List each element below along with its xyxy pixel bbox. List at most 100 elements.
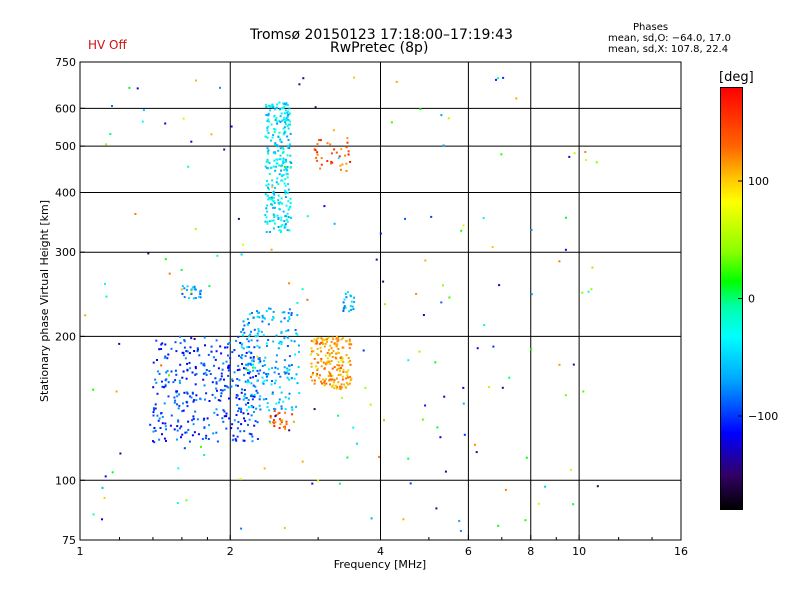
- data-point: [285, 168, 288, 171]
- data-point: [283, 131, 286, 134]
- data-point: [336, 340, 339, 343]
- data-point: [252, 356, 255, 359]
- data-point: [254, 366, 257, 369]
- data-point: [318, 374, 321, 377]
- data-point: [165, 428, 167, 431]
- data-point: [315, 156, 318, 159]
- data-point: [185, 391, 188, 394]
- data-point: [154, 378, 157, 381]
- data-point: [346, 141, 349, 144]
- data-point: [181, 351, 184, 354]
- data-point: [241, 354, 244, 357]
- data-point: [187, 420, 190, 423]
- data-point: [283, 165, 286, 168]
- phases-o-stats: mean, sd,O: −64.0, 17.0: [608, 33, 731, 44]
- data-point: [330, 374, 332, 377]
- data-point: [287, 188, 290, 191]
- data-point: [289, 160, 292, 163]
- data-point: [278, 401, 280, 404]
- data-point: [279, 423, 282, 426]
- data-point: [341, 396, 344, 399]
- data-point: [176, 429, 179, 432]
- data-point: [395, 80, 398, 83]
- data-point: [237, 421, 240, 423]
- data-point: [348, 340, 351, 343]
- data-point: [278, 342, 281, 345]
- data-point: [283, 337, 286, 340]
- data-point: [272, 421, 275, 424]
- data-point: [115, 390, 118, 393]
- data-point: [321, 339, 324, 342]
- data-point: [190, 140, 193, 143]
- data-point: [258, 346, 261, 349]
- data-point: [312, 340, 315, 343]
- data-point: [215, 382, 218, 385]
- data-point: [287, 139, 290, 141]
- data-point: [339, 388, 342, 391]
- data-point: [205, 434, 208, 437]
- data-point: [189, 440, 191, 443]
- data-point: [287, 110, 290, 113]
- data-point: [281, 179, 284, 182]
- data-point: [236, 427, 239, 430]
- data-point: [348, 382, 351, 385]
- data-point: [280, 107, 283, 110]
- data-point: [270, 196, 273, 199]
- data-point: [284, 372, 287, 375]
- data-point: [237, 217, 240, 220]
- data-point: [273, 159, 276, 162]
- data-point: [332, 129, 335, 132]
- data-point: [227, 343, 230, 346]
- data-point: [331, 152, 333, 155]
- data-point: [317, 353, 320, 356]
- data-point: [370, 517, 373, 520]
- data-point: [196, 350, 199, 353]
- data-point: [340, 386, 343, 389]
- data-point: [325, 378, 327, 381]
- data-point: [284, 223, 287, 226]
- data-point: [164, 385, 167, 388]
- data-point: [209, 373, 212, 375]
- data-point: [348, 347, 351, 350]
- data-point: [258, 398, 261, 401]
- data-point: [338, 364, 341, 367]
- data-point: [152, 414, 155, 417]
- data-point: [280, 407, 283, 410]
- data-point: [569, 468, 572, 471]
- data-point: [267, 198, 270, 201]
- data-point: [337, 414, 340, 417]
- data-point: [280, 341, 283, 344]
- data-point: [219, 399, 222, 402]
- data-point: [278, 203, 281, 206]
- data-point: [317, 479, 320, 482]
- data-point: [323, 367, 326, 370]
- data-point: [288, 308, 291, 311]
- data-point: [336, 364, 339, 366]
- data-point: [259, 395, 262, 398]
- data-point: [262, 334, 265, 337]
- data-point: [279, 201, 282, 204]
- data-point: [266, 379, 268, 382]
- data-point: [320, 157, 323, 160]
- data-point: [261, 376, 264, 379]
- data-point: [286, 104, 289, 107]
- data-point: [177, 420, 180, 423]
- data-point: [266, 406, 269, 408]
- data-point: [251, 440, 254, 443]
- data-point: [247, 363, 250, 366]
- data-point: [252, 363, 254, 366]
- data-point: [228, 417, 231, 420]
- data-point: [337, 374, 340, 376]
- data-point: [590, 288, 593, 291]
- data-point: [271, 184, 274, 187]
- data-point: [225, 360, 228, 363]
- data-point: [199, 290, 202, 293]
- data-point: [191, 371, 194, 374]
- data-point: [320, 337, 323, 340]
- data-point: [212, 356, 215, 359]
- data-point: [476, 347, 479, 350]
- data-point: [341, 375, 344, 378]
- data-point: [269, 415, 272, 418]
- data-point: [316, 347, 319, 350]
- data-point: [215, 431, 218, 434]
